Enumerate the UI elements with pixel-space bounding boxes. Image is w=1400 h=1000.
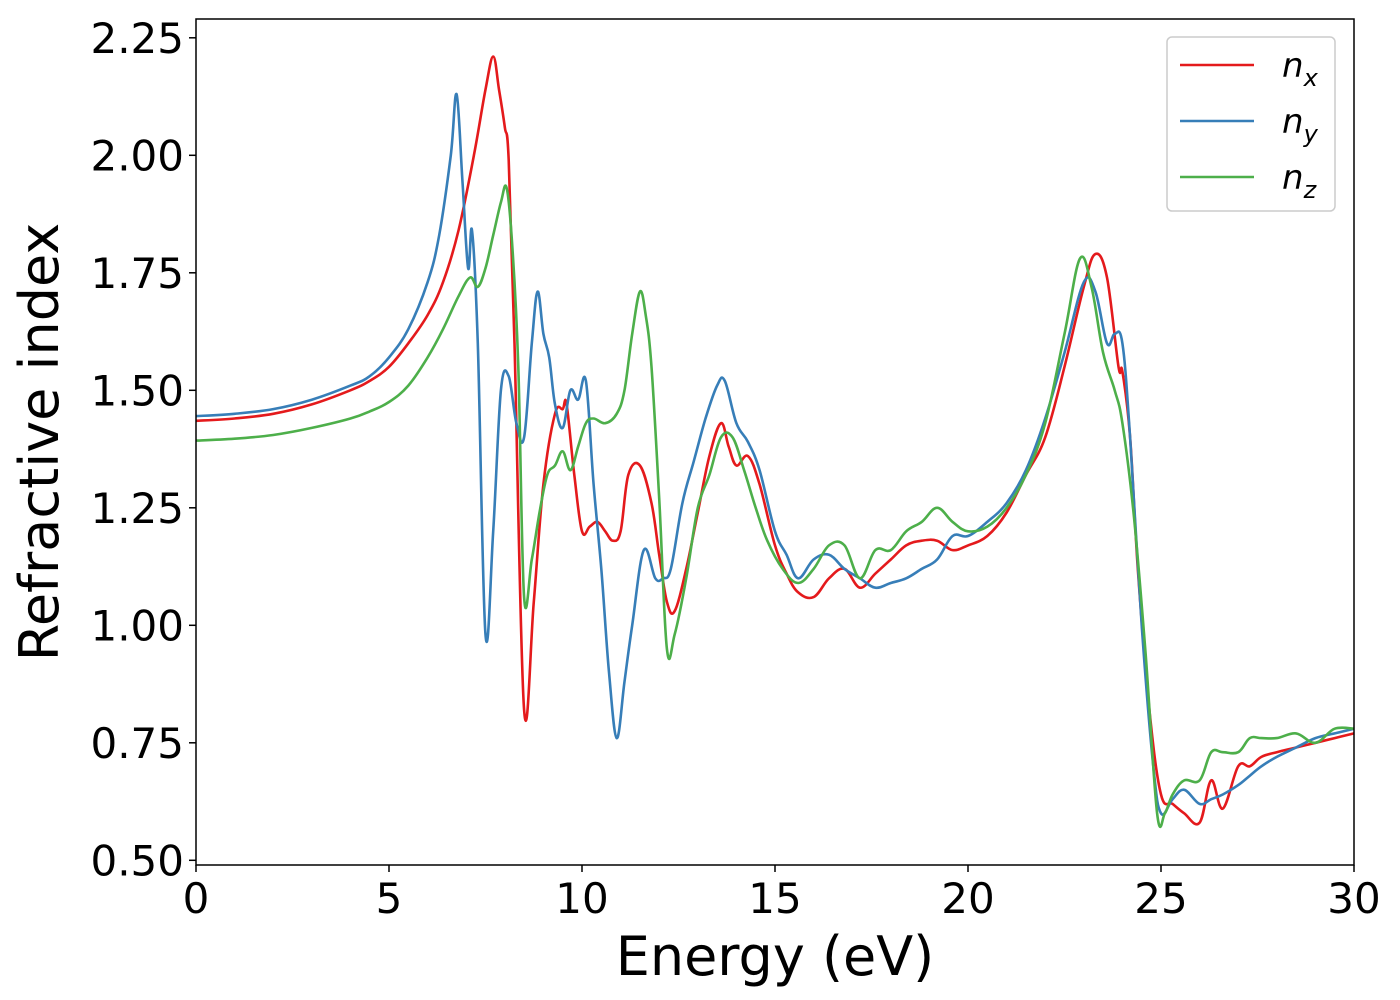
y-tick-label: 0.75: [90, 719, 184, 768]
legend: nx ny nz: [1166, 36, 1336, 212]
y-tick-label: 1.00: [90, 601, 184, 650]
x-tick-label: 10: [555, 874, 608, 923]
x-tick-label: 5: [376, 874, 403, 923]
y-tick-label: 1.25: [90, 484, 184, 533]
x-tick-label: 0: [183, 874, 210, 923]
x-tick-label: 20: [941, 874, 994, 923]
y-tick-label: 1.75: [90, 249, 184, 298]
x-tick-label: 25: [1134, 874, 1187, 923]
series-line-nz: [195, 184, 1355, 829]
series-layer: [195, 55, 1355, 829]
legend-label-nz: nz: [1282, 158, 1318, 204]
y-tick-label: 2.25: [90, 14, 184, 63]
axis-ticks: 0 5 10 15 20 25 30 0.50 0.75 1.00 1.25 1.50 1.75 2.00…: [90, 14, 1380, 923]
legend-label-ny: ny: [1282, 102, 1319, 148]
x-tick-label: 15: [748, 874, 801, 923]
y-tick-label: 0.50: [90, 836, 184, 885]
y-tick-label: 1.50: [90, 366, 184, 415]
x-axis-label: Energy (eV): [616, 925, 935, 988]
y-tick-label: 2.00: [90, 131, 184, 180]
legend-box: [1166, 36, 1336, 212]
y-axis-label: Refractive index: [8, 223, 71, 662]
legend-label-nx: nx: [1282, 46, 1319, 92]
x-tick-label: 30: [1327, 874, 1380, 923]
